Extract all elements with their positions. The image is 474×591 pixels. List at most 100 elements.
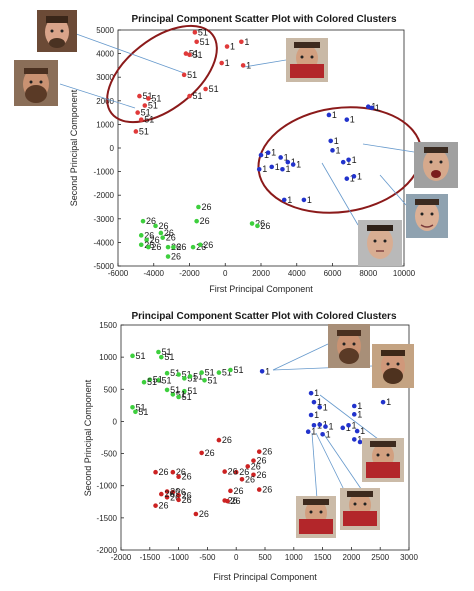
data-point (170, 469, 176, 475)
data-point (159, 354, 164, 360)
point-label: 1 (311, 427, 316, 437)
data-point (133, 409, 138, 415)
data-point (202, 377, 207, 383)
point-label: 26 (222, 435, 232, 445)
data-point (311, 422, 317, 428)
data-point (176, 497, 181, 503)
data-point (196, 204, 201, 210)
data-point (317, 422, 323, 427)
data-point (326, 112, 332, 118)
data-point (171, 244, 176, 250)
data-point (233, 469, 239, 475)
point-label: 51 (209, 84, 219, 94)
point-label: 51 (205, 368, 215, 378)
point-label: 1 (264, 150, 269, 160)
point-label: 51 (200, 37, 210, 47)
data-point (130, 404, 135, 410)
point-label: 26 (231, 496, 241, 506)
data-point (182, 376, 187, 381)
point-label: 51 (161, 375, 171, 385)
point-label: 51 (161, 347, 171, 357)
x-tick-label: 1500 (314, 553, 332, 562)
face-thumbnail (406, 194, 448, 238)
point-label: 51 (142, 91, 152, 101)
y-tick-label: 1000 (99, 353, 117, 362)
point-label: 26 (196, 242, 206, 252)
data-point (340, 159, 346, 165)
point-label: 1 (334, 136, 339, 146)
data-point (153, 223, 158, 229)
data-point (216, 437, 222, 443)
y-tick-label: 1500 (99, 321, 117, 330)
face-thumbnail (37, 10, 77, 52)
y-tick-label: 0 (110, 144, 115, 153)
data-point (281, 197, 287, 203)
data-point (239, 39, 244, 45)
data-point (160, 235, 165, 240)
data-point (216, 370, 222, 375)
x-tick-label: 1000 (285, 553, 303, 562)
scatter-chart-top: Principal Component Scatter Plot with Co… (14, 10, 458, 294)
data-point (340, 425, 346, 431)
point-label: 26 (170, 487, 180, 497)
data-point (219, 60, 224, 66)
y-axis-label: Second Principal Component (83, 379, 93, 496)
point-label: 1 (285, 164, 290, 174)
y-tick-label: -3000 (94, 215, 115, 224)
point-label: 51 (189, 49, 199, 59)
point-label: 51 (193, 371, 203, 381)
y-tick-label: -1000 (94, 168, 115, 177)
point-label: 26 (166, 233, 176, 243)
data-point (176, 493, 181, 498)
data-point (239, 476, 245, 482)
cluster-ellipse-left (106, 24, 218, 124)
x-tick-label: -500 (199, 553, 216, 562)
point-label: 51 (138, 407, 148, 417)
point-label: 26 (146, 216, 156, 226)
point-label: 26 (144, 240, 154, 250)
x-tick-label: -1000 (168, 553, 189, 562)
data-point (258, 152, 264, 158)
data-point (156, 377, 161, 383)
y-tick-label: -1000 (97, 482, 118, 491)
data-point (256, 166, 262, 172)
data-point (158, 230, 164, 236)
data-point (159, 491, 164, 497)
point-label: 26 (170, 492, 180, 502)
data-point (153, 469, 158, 475)
x-tick-label: -2000 (111, 553, 132, 562)
data-point (133, 129, 139, 134)
y-tick-label: 500 (104, 385, 118, 394)
point-label: 51 (187, 373, 197, 383)
point-label: 1 (265, 366, 270, 376)
data-point (256, 487, 262, 492)
data-point (199, 370, 204, 375)
point-label: 26 (245, 474, 255, 484)
data-point (176, 372, 181, 377)
data-point (320, 431, 325, 437)
point-label: 51 (136, 351, 146, 361)
data-point (165, 244, 171, 250)
data-point (328, 138, 334, 144)
point-label: 51 (193, 50, 203, 60)
data-point (259, 368, 265, 374)
data-point (164, 494, 170, 500)
point-label: 1 (296, 160, 301, 170)
data-point (380, 399, 386, 405)
point-label: 51 (182, 370, 192, 380)
data-point (156, 349, 161, 355)
point-label: 51 (136, 402, 146, 412)
point-label: 51 (208, 375, 218, 385)
x-axis: -2000 -1500 -1000 -500 0 500 1000 1500 2000 2500 3… (111, 547, 418, 562)
point-label: 1 (246, 60, 251, 70)
point-label: 1 (336, 145, 341, 155)
data-point (140, 218, 146, 224)
x-axis-label: First Principal Component (213, 572, 317, 582)
point-label: 1 (244, 37, 249, 47)
y-tick-label: 0 (113, 417, 118, 426)
data-point (170, 392, 176, 397)
point-label: 26 (164, 489, 174, 499)
y-tick-label: 2000 (96, 97, 114, 106)
x-tick-label: 4000 (288, 269, 306, 278)
